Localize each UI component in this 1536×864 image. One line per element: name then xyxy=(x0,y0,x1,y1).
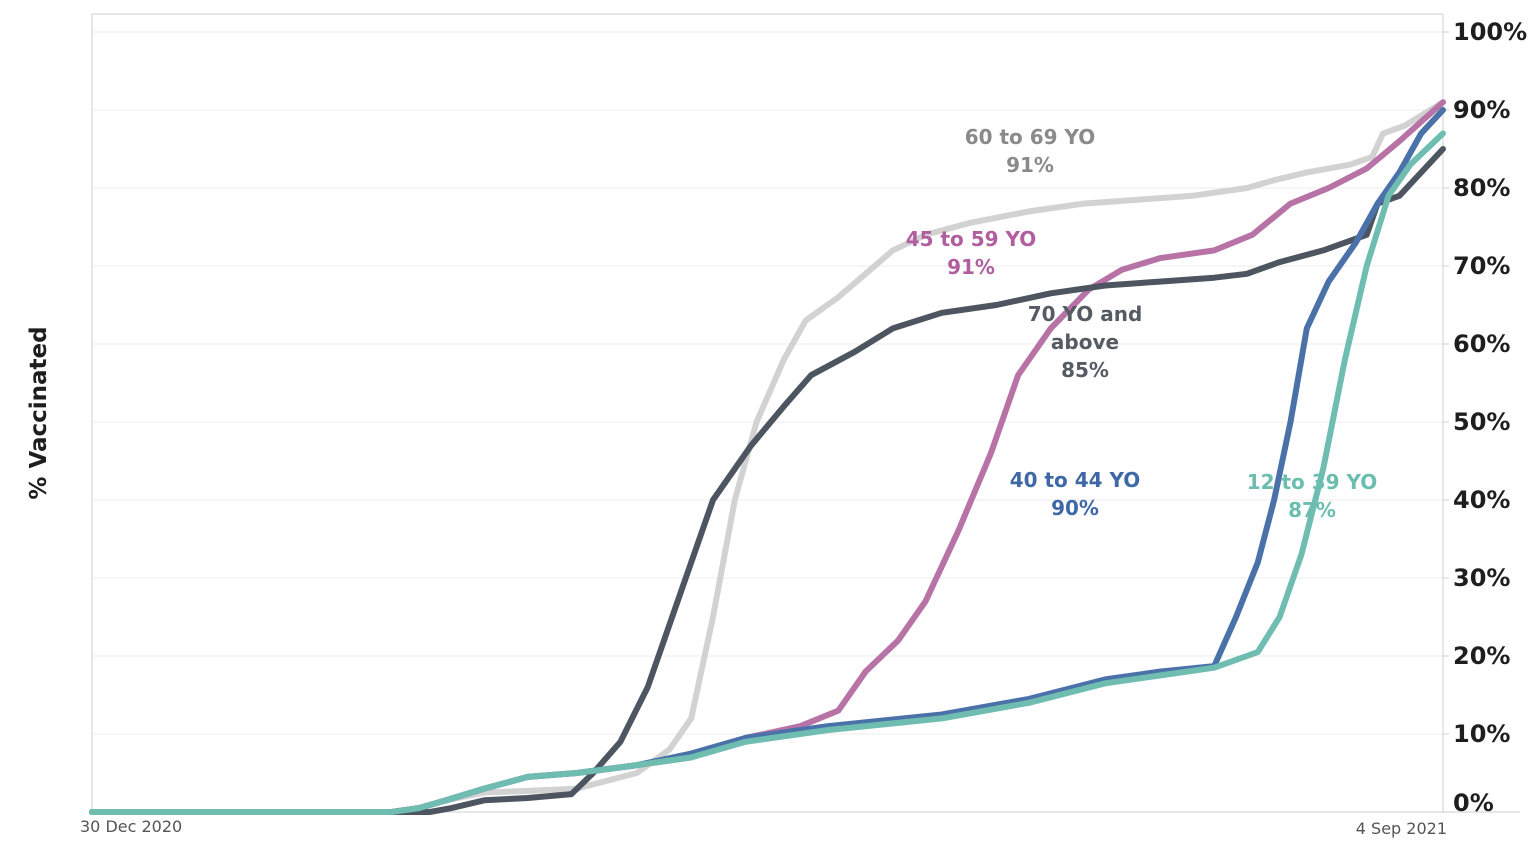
series-label-1-line-1: 91% xyxy=(947,255,995,279)
series-label-0-line-0: 60 to 69 YO xyxy=(965,125,1096,149)
y-tick-label-40: 40% xyxy=(1453,486,1510,514)
grid-layer xyxy=(92,31,1443,735)
series-label-2-line-1: above xyxy=(1051,330,1119,354)
series-label-4-line-1: 87% xyxy=(1288,498,1336,522)
series-label-3-line-0: 40 to 44 YO xyxy=(1010,468,1141,492)
series-line-1 xyxy=(89,99,1446,815)
y-tick-label-80: 80% xyxy=(1453,174,1510,202)
y-tick-label-20: 20% xyxy=(1453,642,1510,670)
y-tick-label-60: 60% xyxy=(1453,330,1510,358)
y-tick-label-50: 50% xyxy=(1453,408,1510,436)
label-layer: 60 to 69 YO 91% 45 to 59 YO 91% 70 YO and abo… xyxy=(906,125,1378,522)
y-axis-title: % Vaccinated xyxy=(26,326,52,499)
series-label-3-line-1: 90% xyxy=(1051,496,1099,520)
series-line-0 xyxy=(89,99,1446,815)
y-tick-label-70: 70% xyxy=(1453,252,1510,280)
y-tick-label-30: 30% xyxy=(1453,564,1510,592)
series-label-2-line-0: 70 YO and xyxy=(1028,302,1143,326)
x-tick-label-start: 30 Dec 2020 xyxy=(80,817,182,836)
y-tick-label-90: 90% xyxy=(1453,96,1510,124)
y-tick-label-10: 10% xyxy=(1453,720,1510,748)
series-label-0-line-1: 91% xyxy=(1006,153,1054,177)
series-layer xyxy=(89,99,1446,815)
series-line-3 xyxy=(89,107,1446,815)
series-label-1-line-0: 45 to 59 YO xyxy=(906,227,1037,251)
axis-layer: 0% 10% 20% 30% 40% 50% 60% 70% 80% 90% 100% 30 Dec … xyxy=(26,13,1527,838)
y-tick-label-100: 100% xyxy=(1453,18,1527,46)
x-tick-label-end: 4 Sep 2021 xyxy=(1356,819,1447,838)
series-line-4 xyxy=(89,130,1446,815)
series-line-2 xyxy=(89,146,1446,815)
series-label-2-line-2: 85% xyxy=(1061,358,1109,382)
series-label-4-line-0: 12 to 39 YO xyxy=(1247,470,1378,494)
y-tick-label-0: 0% xyxy=(1453,789,1494,817)
